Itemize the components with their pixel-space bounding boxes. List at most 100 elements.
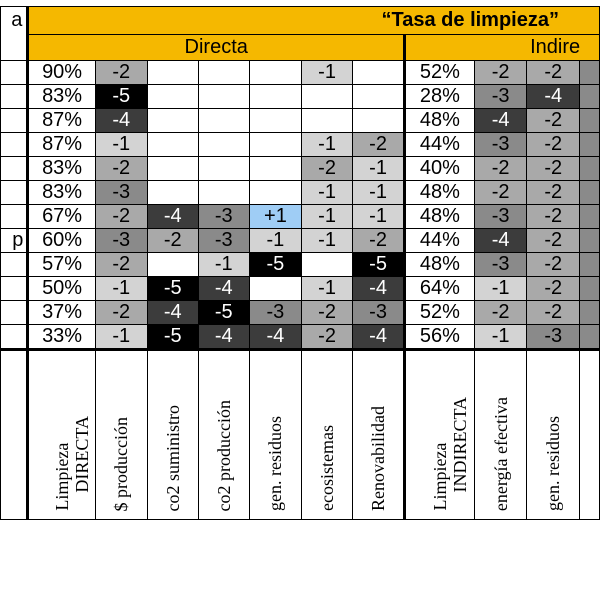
clipped-cell: [579, 276, 600, 301]
direct-score-cell: -1: [352, 156, 406, 181]
direct-score-cell: -4: [197, 324, 250, 350]
column-label: ecosistemas: [317, 425, 338, 511]
row-label: [0, 84, 29, 109]
direct-score-cell: [146, 180, 199, 205]
direct-score-cell: -4: [94, 108, 148, 133]
indirect-cleanliness-percent: 40%: [403, 156, 475, 181]
column-label-cell: co2 suministro: [146, 348, 199, 520]
column-label: gen. residuos: [543, 416, 564, 511]
row-label: [0, 132, 29, 157]
table-row: 67% -2 -4 -3 +1 -1 -1 48% -3 -2: [0, 204, 600, 229]
column-label: Limpieza INDIRECTA .: [429, 397, 475, 511]
row-label: [0, 252, 29, 277]
indirect-score-cell: -3: [473, 132, 528, 157]
direct-score-cell: -3: [197, 228, 250, 253]
group-header-indirect: Indire: [403, 34, 600, 61]
indirect-score-cell: -4: [526, 84, 581, 109]
direct-score-cell: -3: [94, 228, 148, 253]
indirect-score-cell: -1: [473, 324, 528, 350]
indirect-score-cell: -2: [526, 108, 581, 133]
direct-score-cell: -2: [352, 228, 406, 253]
column-label-cell: Limpieza DIRECTA .: [26, 348, 96, 520]
direct-score-cell: [197, 156, 250, 181]
direct-score-cell: -2: [146, 228, 199, 253]
direct-score-cell: [248, 84, 303, 109]
direct-score-cell: -1: [352, 204, 406, 229]
column-label: Renovabilidad: [368, 406, 389, 511]
direct-score-cell: -4: [146, 300, 199, 325]
indirect-cleanliness-percent: 28%: [403, 84, 475, 109]
table-row: 33% -1 -5 -4 -4 -2 -4 56% -1 -3: [0, 324, 600, 350]
table-title: “Tasa de limpieza”: [26, 6, 600, 35]
direct-score-cell: -4: [146, 204, 199, 229]
indirect-score-cell: -2: [526, 252, 581, 277]
direct-score-cell: -1: [94, 132, 148, 157]
column-label-row: Limpieza DIRECTA . $ producción co2 sumini…: [0, 348, 600, 520]
indirect-cleanliness-percent: 52%: [403, 300, 475, 325]
direct-score-cell: -4: [352, 324, 406, 350]
indirect-score-cell: -2: [526, 300, 581, 325]
row-label: p: [0, 228, 29, 253]
direct-score-cell: -2: [301, 156, 354, 181]
indirect-cleanliness-percent: 44%: [403, 132, 475, 157]
header-row-groups: Directa Indire: [1, 34, 600, 61]
indirect-score-cell: -4: [473, 228, 528, 253]
table-row: 37% -2 -4 -5 -3 -2 -3 52% -2 -2: [0, 300, 600, 325]
indirect-cleanliness-percent: 52%: [403, 60, 475, 85]
direct-score-cell: -5: [146, 276, 199, 301]
column-label-cell: co2 producción: [197, 348, 250, 520]
column-label: gen. residuos: [265, 416, 286, 511]
direct-score-cell: [146, 84, 199, 109]
column-label: co2 suministro: [162, 404, 183, 512]
indirect-score-cell: -3: [473, 204, 528, 229]
indirect-score-cell: -2: [526, 60, 581, 85]
indirect-cleanliness-percent: 48%: [403, 180, 475, 205]
indirect-score-cell: -2: [473, 60, 528, 85]
direct-score-cell: -5: [248, 252, 303, 277]
row-label: [0, 108, 29, 133]
indirect-score-cell: -2: [526, 204, 581, 229]
table-body: a “Tasa de limpieza” Directa Indire 90% -…: [0, 6, 600, 520]
direct-score-cell: -4: [248, 324, 303, 350]
direct-score-cell: -2: [301, 300, 354, 325]
indirect-score-cell: -2: [526, 180, 581, 205]
indirect-cleanliness-percent: 64%: [403, 276, 475, 301]
direct-score-cell: -1: [301, 60, 354, 85]
clipped-cell: [579, 84, 600, 109]
direct-score-cell: [301, 252, 354, 277]
direct-score-cell: [197, 60, 250, 85]
table-row: 83% -2 -2 -1 40% -2 -2: [0, 156, 600, 181]
footer-clipped-cell: [579, 348, 600, 520]
clipped-cell: [579, 228, 600, 253]
direct-score-cell: -4: [352, 276, 406, 301]
indirect-score-cell: -3: [473, 252, 528, 277]
indirect-score-cell: -2: [473, 300, 528, 325]
column-label-cell: $ producción: [94, 348, 148, 520]
direct-cleanliness-percent: 87%: [26, 108, 96, 133]
direct-score-cell: [197, 84, 250, 109]
column-label-cell: Renovabilidad: [352, 348, 406, 520]
direct-cleanliness-percent: 83%: [26, 156, 96, 181]
clipped-cell: [579, 60, 600, 85]
clipped-cell: [579, 300, 600, 325]
direct-cleanliness-percent: 90%: [26, 60, 96, 85]
table-row: 87% -4 48% -4 -2: [0, 108, 600, 133]
table-row: 83% -3 -1 -1 48% -2 -2: [0, 180, 600, 205]
clipped-cell: [579, 252, 600, 277]
direct-score-cell: [248, 180, 303, 205]
direct-score-cell: -2: [352, 132, 406, 157]
indirect-score-cell: -2: [526, 156, 581, 181]
direct-score-cell: [352, 84, 406, 109]
direct-score-cell: -3: [248, 300, 303, 325]
row-label: [0, 156, 29, 181]
header-row-title: a “Tasa de limpieza”: [0, 6, 600, 61]
column-label: co2 producción: [213, 399, 234, 511]
clipped-cell: [579, 180, 600, 205]
row-label: [0, 300, 29, 325]
direct-score-cell: [301, 84, 354, 109]
column-label: energía efectiva: [490, 396, 511, 511]
direct-score-cell: -5: [352, 252, 406, 277]
direct-cleanliness-percent: 67%: [26, 204, 96, 229]
direct-score-cell: -1: [301, 180, 354, 205]
indirect-cleanliness-percent: 56%: [403, 324, 475, 350]
